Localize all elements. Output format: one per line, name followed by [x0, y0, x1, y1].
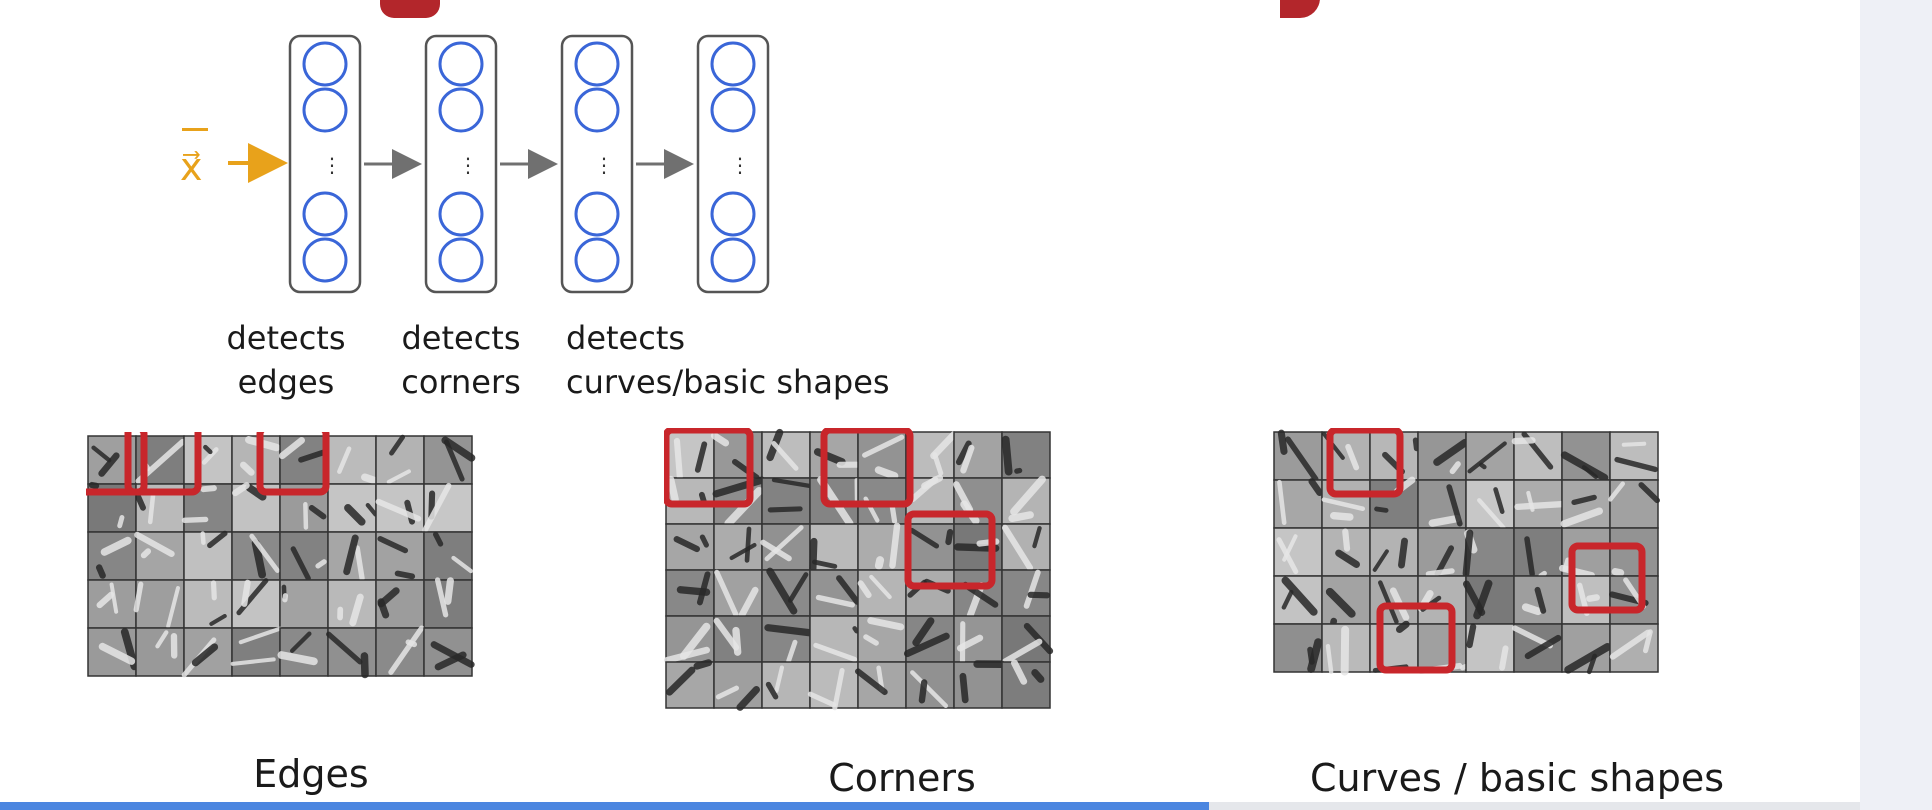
highlight-box [1376, 602, 1456, 674]
layer-3: ⋮ [560, 34, 634, 294]
progress-fill [0, 802, 1209, 810]
edges-feature-grid [86, 432, 562, 732]
edges-caption: Edges [253, 752, 369, 796]
caption-layer-2: detects corners [386, 316, 536, 404]
title-fragment [380, 0, 440, 18]
highlight-box [820, 428, 914, 508]
title-fragment [1280, 0, 1320, 18]
highlight-box [1326, 428, 1404, 498]
layer-2: ⋮ [424, 34, 498, 294]
highlight-box [904, 510, 996, 590]
caption-layer-1-line1: detects [226, 319, 346, 357]
highlight-box [86, 432, 148, 496]
caption-layer-3-line1: detects [566, 319, 686, 357]
feature-tiles [1273, 429, 1661, 676]
svg-text:⋮: ⋮ [594, 153, 614, 177]
layer-4: ⋮ [696, 34, 770, 294]
highlight-box [124, 432, 202, 496]
caption-layer-3: detects curves/basic shapes [566, 316, 890, 404]
highlight-box [1568, 542, 1646, 614]
right-panel [1860, 0, 1932, 810]
layer-1: ⋮ [288, 34, 362, 294]
corners-feature-grid [664, 428, 1140, 748]
caption-layer-1-line2: edges [237, 363, 335, 401]
highlight-box [256, 432, 330, 496]
progress-bar[interactable] [0, 802, 1860, 810]
input-x-label: x⃗ [180, 145, 203, 189]
caption-layer-3-line2: curves/basic shapes [566, 363, 890, 401]
vector-arrow-icon [182, 128, 208, 131]
curves-caption: Curves / basic shapes [1309, 756, 1725, 800]
slide: x⃗ ⋮ ⋮ ⋮ [0, 0, 1860, 810]
caption-layer-2-line1: detects [401, 319, 521, 357]
svg-text:⋮: ⋮ [322, 153, 342, 177]
highlight-box [664, 428, 754, 508]
caption-layer-2-line2: corners [401, 363, 521, 401]
network-diagram: x⃗ ⋮ ⋮ ⋮ [180, 34, 770, 294]
corners-caption: Corners [828, 756, 976, 800]
svg-text:⋮: ⋮ [730, 153, 750, 177]
svg-text:⋮: ⋮ [458, 153, 478, 177]
curves-feature-grid [1272, 428, 1762, 738]
caption-layer-1: detects edges [214, 316, 358, 404]
